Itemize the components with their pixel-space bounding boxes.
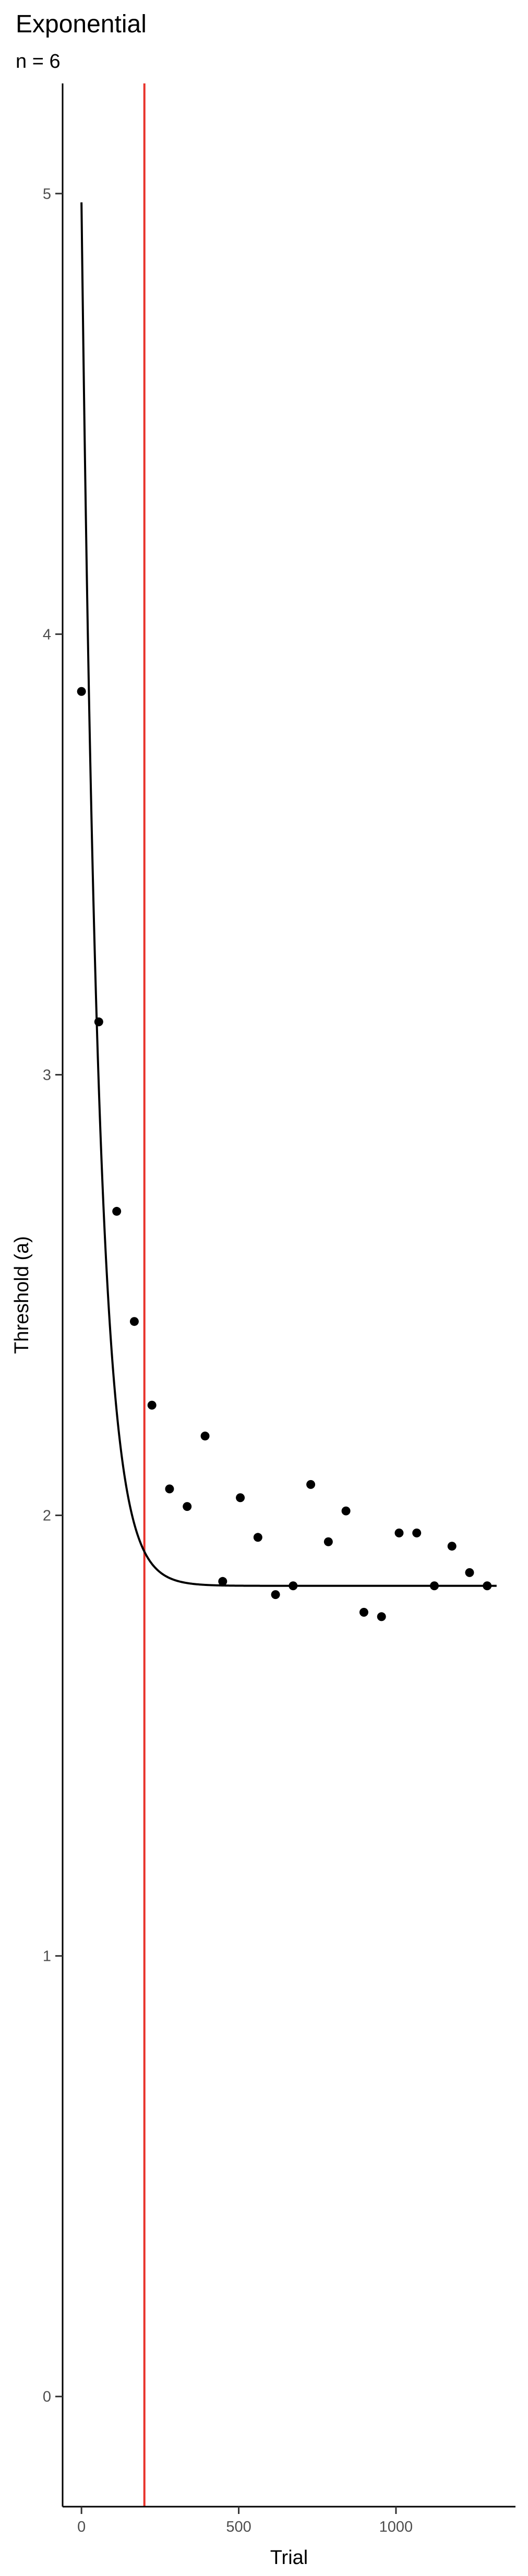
data-point (306, 1480, 316, 1489)
data-point (429, 1581, 439, 1591)
data-point (412, 1528, 422, 1537)
data-point (253, 1533, 262, 1542)
data-point (341, 1506, 351, 1516)
data-point (323, 1537, 333, 1546)
y-tick-label: 0 (43, 2389, 51, 2406)
data-point (218, 1577, 227, 1586)
data-point (447, 1542, 457, 1551)
data-point (77, 687, 86, 696)
x-axis-title: Trial (270, 2547, 308, 2569)
y-tick-label: 1 (43, 1948, 51, 1965)
data-point (236, 1493, 245, 1503)
data-point (483, 1581, 492, 1591)
y-tick-label: 5 (43, 186, 51, 202)
data-point (271, 1590, 280, 1600)
chart-title: Exponential (16, 10, 147, 38)
data-point (465, 1568, 474, 1577)
x-tick-label: 500 (226, 2519, 251, 2535)
plot-area (77, 83, 497, 2507)
chart-subtitle: n = 6 (16, 51, 61, 72)
data-point (289, 1581, 298, 1591)
data-point (183, 1502, 192, 1511)
data-point (165, 1484, 174, 1494)
data-point (147, 1400, 157, 1410)
data-point (377, 1612, 386, 1621)
data-point (129, 1317, 139, 1326)
data-point (359, 1607, 368, 1617)
x-axis-ticks: 0 500 1000 (77, 2507, 413, 2535)
y-tick-label: 3 (43, 1067, 51, 1083)
data-point (200, 1431, 210, 1440)
y-tick-label: 4 (43, 626, 51, 643)
x-tick-label: 1000 (379, 2519, 413, 2535)
data-point (112, 1206, 122, 1216)
y-tick-label: 2 (43, 1508, 51, 1524)
data-point (94, 1017, 103, 1027)
x-tick-label: 0 (77, 2519, 86, 2535)
y-axis-ticks: 0 1 2 3 4 5 (43, 186, 63, 2406)
data-point (394, 1528, 404, 1537)
y-axis-title: Threshold (a) (11, 1236, 33, 1354)
